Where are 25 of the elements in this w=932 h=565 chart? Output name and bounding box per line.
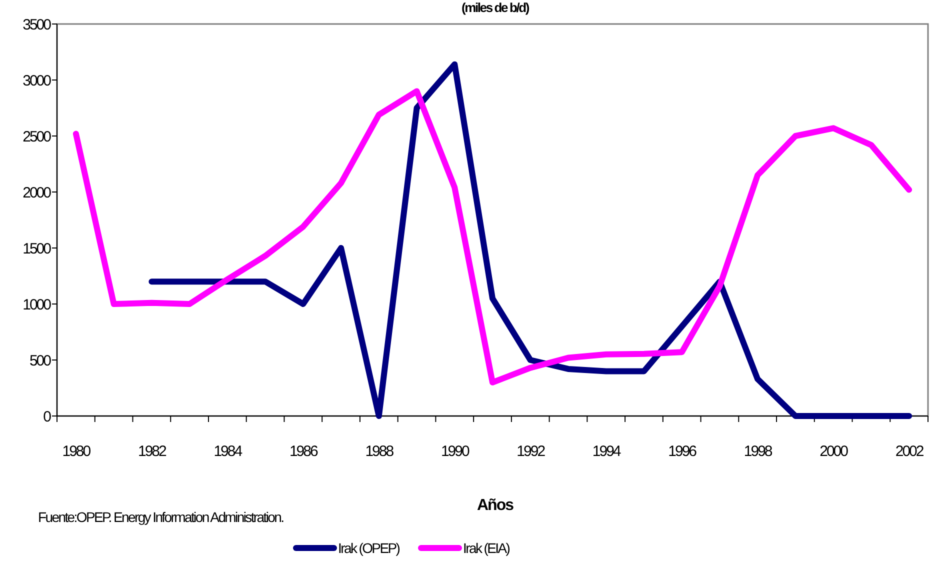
x-tick-label: 1986 [289, 443, 318, 460]
x-tick-label: 2000 [820, 443, 848, 460]
y-tick-label: 3500 [22, 16, 52, 34]
x-tick-label: 1988 [365, 443, 394, 460]
y-tick-label: 0 [43, 408, 52, 426]
chart-title: (miles de b/d) [462, 0, 530, 15]
x-tick-label: 1982 [138, 443, 167, 460]
legend-label: Irak (OPEP) [338, 540, 400, 556]
x-tick-label: 1996 [668, 443, 697, 460]
x-tick-label: 1990 [440, 443, 470, 460]
x-tick-label: 1984 [214, 443, 242, 460]
y-tick-label: 3000 [22, 72, 52, 90]
x-tick-label: 1998 [744, 443, 772, 460]
y-tick-label: 1000 [22, 296, 52, 314]
y-tick-label: 1500 [22, 240, 52, 258]
x-axis-title: Años [477, 497, 514, 514]
y-tick-label: 2000 [22, 184, 52, 202]
source-note: Fuente:OPEP. Energy Information Administration. [38, 509, 284, 525]
x-tick-label: 2002 [895, 443, 924, 460]
x-tick-label: 1992 [516, 443, 546, 460]
legend-label: Irak (EIA) [463, 540, 510, 556]
y-tick-label: 2500 [22, 128, 52, 146]
x-tick-label: 1994 [592, 443, 621, 460]
x-tick-label: 1980 [62, 443, 91, 460]
y-tick-label: 500 [29, 352, 52, 370]
